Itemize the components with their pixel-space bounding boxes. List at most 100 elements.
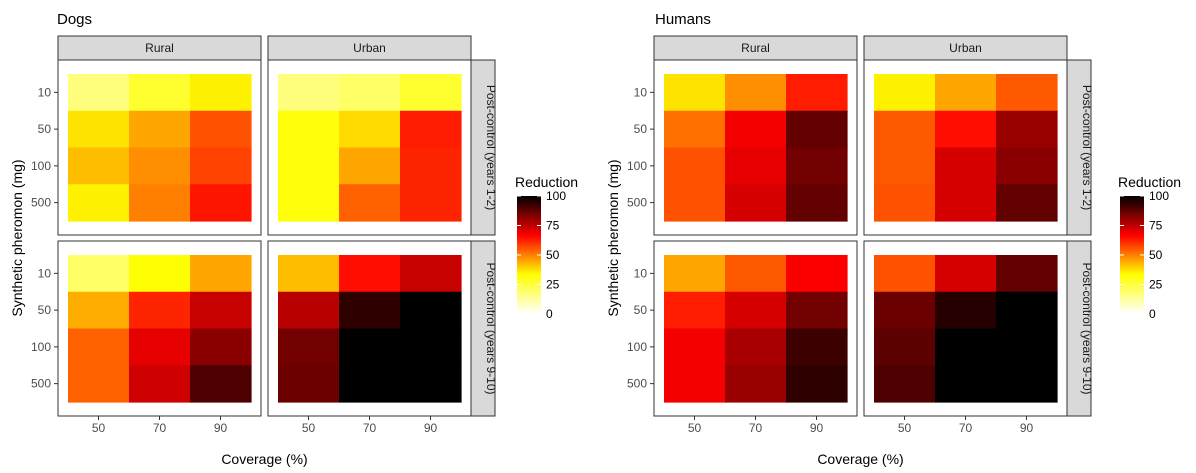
row-strip-label: Post-control (years 9-10) [484,262,498,394]
x-tick-label: 90 [810,421,824,435]
row-strip [1066,59,1092,236]
column-strip [57,35,262,61]
row-strip-label: Post-control (years 9-10) [1080,262,1094,394]
column-strip-label: Rural [145,41,174,55]
legend-tick-label: 75 [546,219,560,233]
heatmap-cell [339,74,401,112]
heatmap-cell [339,291,401,330]
legend-tick-label: 100 [546,189,566,203]
heatmap-cell [400,291,462,330]
y-tick-label: 50 [38,303,52,317]
heatmap-cell [400,147,462,185]
heatmap-cell [339,365,401,403]
heatmap-cell [996,365,1058,403]
y-tick-label: 500 [31,377,51,391]
heatmap-cell [339,328,401,366]
x-axis-title: Coverage (%) [221,451,307,467]
heatmap-cell [935,110,997,149]
legend-tick-label: 25 [1149,278,1163,292]
heatmap-cell [935,328,997,366]
heatmap-cell [664,365,726,403]
heatmap-cell [278,255,340,293]
legend-title: Reduction [515,174,578,190]
heatmap-cell [278,184,340,222]
heatmap-cell [725,184,787,222]
legend-tick-label: 25 [546,278,560,292]
heatmap-cell [786,255,848,293]
heatmap-cell [874,147,936,185]
y-tick-label: 500 [627,196,647,210]
heatmap-cell [725,328,787,366]
heatmap-cell [190,74,252,112]
heatmap-cell [664,184,726,222]
heatmap-cell [935,365,997,403]
x-tick-label: 50 [898,421,912,435]
heatmap-cell [190,147,252,185]
legend-tick-label: 50 [546,248,560,262]
legend-title: Reduction [1118,174,1181,190]
heatmap-cell [190,328,252,366]
heatmap-cell [935,184,997,222]
heatmap-cell [190,291,252,330]
heatmap-cell [786,110,848,149]
y-tick-label: 50 [634,303,648,317]
heatmap-cell [339,184,401,222]
heatmap-cell [68,255,130,293]
heatmap-cell [190,110,252,149]
heatmap-cell [935,74,997,112]
column-strip-label: Urban [949,41,982,55]
y-tick-label: 10 [634,85,648,99]
heatmap-cell [190,255,252,293]
legend-tick-label: 75 [1149,219,1163,233]
heatmap-cell [874,74,936,112]
heatmap-cell [786,74,848,112]
heatmap-cell [339,110,401,149]
y-axis-title: Synthetic pheromon (mg) [605,159,621,316]
x-axis-title: Coverage (%) [817,451,903,467]
y-tick-label: 100 [31,159,51,173]
heatmap-cell [996,291,1058,330]
heatmap-cell [725,147,787,185]
heatmap-cell [874,328,936,366]
heatmap-cell [996,255,1058,293]
heatmap-cell [786,147,848,185]
heatmap-cell [935,291,997,330]
humans-title: Humans [655,11,711,28]
heatmap-cell [874,255,936,293]
legend-tick-label: 50 [1149,248,1163,262]
y-tick-label: 50 [38,122,52,136]
heatmap-cell [400,328,462,366]
x-tick-label: 50 [92,421,106,435]
heatmap-cell [400,255,462,293]
heatmap-cell [278,147,340,185]
heatmap-cell [725,110,787,149]
x-tick-label: 50 [688,421,702,435]
heatmap-cell [996,74,1058,112]
dogs-figure: Dogs Rural Urban Post-control (years 1-2) Po… [9,11,578,467]
column-strip-label: Urban [353,41,386,55]
legend-tick-label: 100 [1149,189,1169,203]
heatmap-cell [725,365,787,403]
dogs-title: Dogs [57,11,92,28]
x-tick-label: 50 [302,421,316,435]
x-tick-label: 90 [1020,421,1034,435]
heatmap-cell [664,110,726,149]
heatmap-cell [725,291,787,330]
heatmap-cell [129,147,191,185]
panel-border [863,59,1068,236]
row-strip [470,59,496,236]
legend-tick-label: 0 [546,307,553,321]
heatmap-cell [664,74,726,112]
heatmap-cell [68,184,130,222]
heatmap-cell [725,74,787,112]
x-tick-label: 70 [153,421,167,435]
y-tick-label: 10 [634,266,648,280]
heatmap-cell [664,328,726,366]
heatmap-cell [68,328,130,366]
heatmap-cell [129,255,191,293]
heatmap-cell [68,147,130,185]
legend-tick-label: 0 [1149,307,1156,321]
column-strip-label: Rural [741,41,770,55]
heatmap-cell [935,147,997,185]
